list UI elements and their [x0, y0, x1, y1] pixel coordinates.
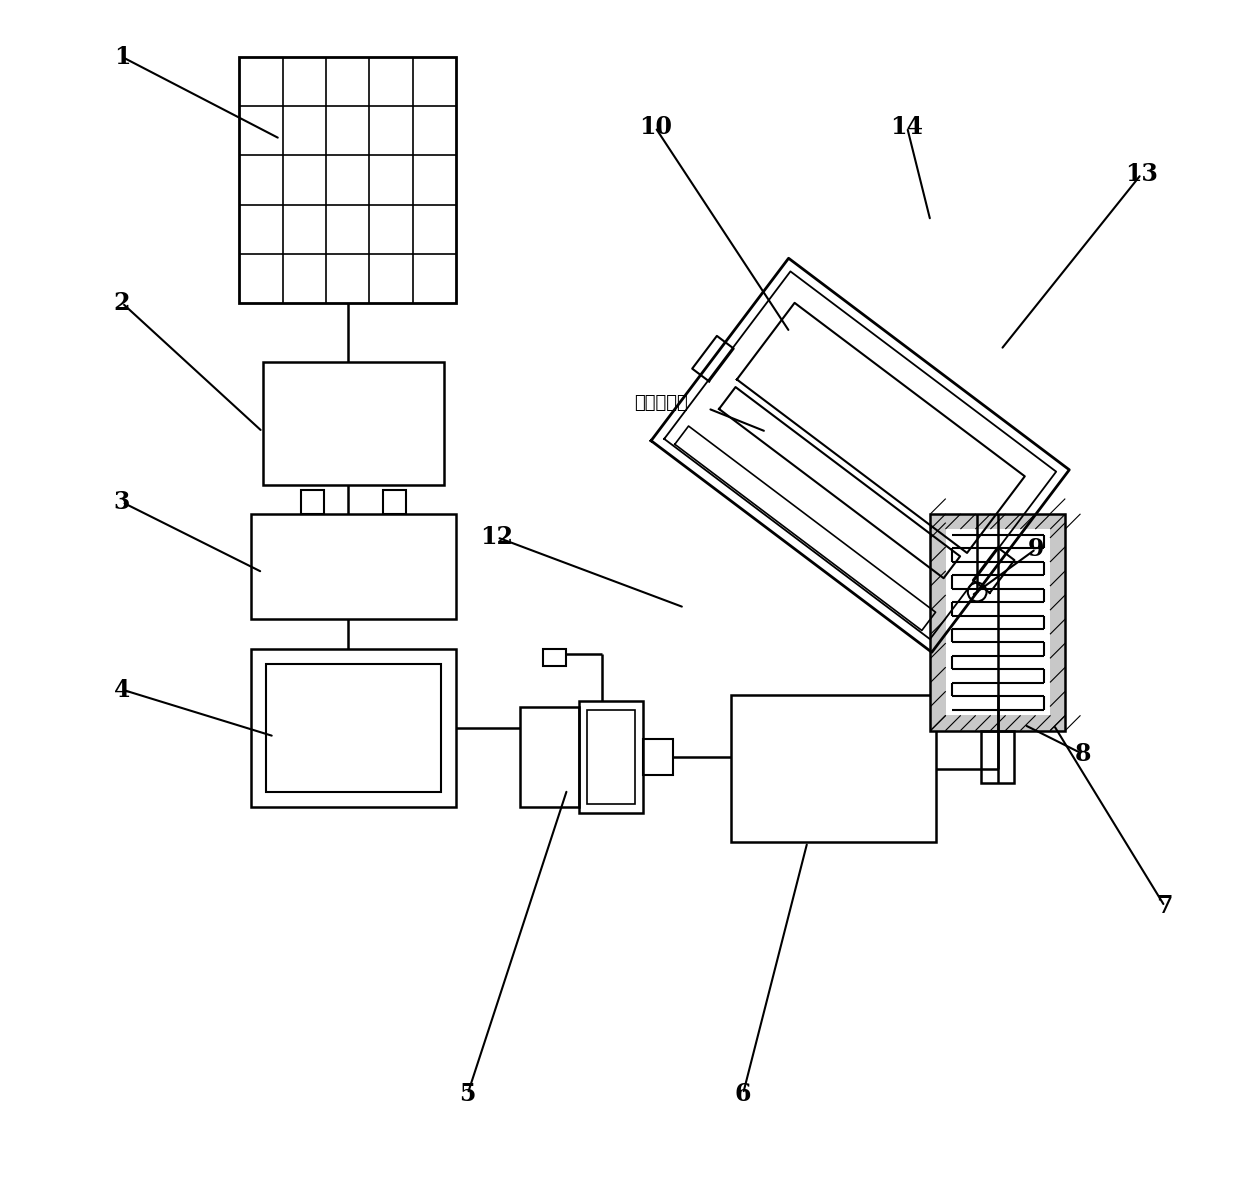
Text: 6: 6 — [735, 1082, 751, 1106]
Text: 2: 2 — [114, 291, 130, 315]
Text: 4: 4 — [114, 677, 130, 702]
Bar — [543, 649, 567, 667]
Text: 3: 3 — [114, 490, 130, 514]
Bar — [301, 491, 324, 513]
Bar — [930, 715, 1065, 730]
Text: 待处理工质: 待处理工质 — [634, 394, 688, 412]
Bar — [250, 649, 456, 807]
Bar — [579, 701, 644, 813]
Bar — [644, 740, 673, 774]
Bar — [1050, 513, 1065, 730]
Text: 1: 1 — [114, 45, 130, 68]
Bar — [239, 57, 456, 303]
Text: 5: 5 — [460, 1082, 476, 1106]
Bar — [521, 707, 579, 807]
Text: 10: 10 — [639, 116, 672, 139]
Text: 8: 8 — [1075, 742, 1091, 766]
Bar — [930, 513, 1065, 529]
Bar — [930, 513, 1065, 730]
Text: 12: 12 — [480, 525, 513, 549]
Text: 13: 13 — [1125, 162, 1158, 186]
Bar — [383, 491, 407, 513]
Text: 7: 7 — [1157, 894, 1173, 918]
Text: 9: 9 — [1028, 537, 1044, 560]
Text: 14: 14 — [890, 116, 924, 139]
Bar — [930, 513, 946, 730]
Bar — [588, 709, 635, 805]
Bar — [267, 664, 440, 792]
Bar — [732, 695, 936, 841]
Bar — [250, 513, 456, 620]
Bar — [263, 361, 444, 485]
Bar — [981, 730, 1014, 784]
